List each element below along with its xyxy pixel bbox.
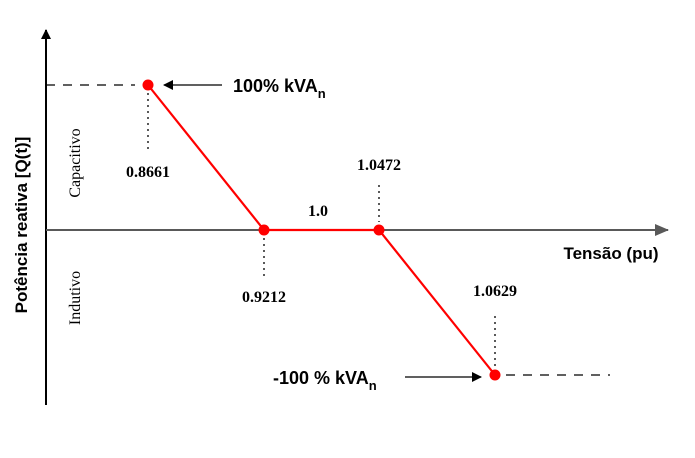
point-label-p2: 0.9212 (242, 289, 286, 306)
annotation-top: 100% kVAn (233, 76, 326, 101)
annotation-bottom-sub: n (369, 378, 377, 393)
y-axis-label: Potência reativa [Q(t)] (12, 137, 31, 314)
annotation-bottom: -100 % kVAn (273, 368, 377, 393)
annotation-top-sub: n (318, 86, 326, 101)
region-label-inductive: Indutivo (67, 271, 84, 325)
point-label-p3: 1.0472 (357, 157, 401, 174)
data-point-3 (373, 224, 385, 236)
data-point-1 (142, 79, 154, 91)
point-label-p1: 0.8661 (126, 164, 170, 181)
data-point-4 (489, 369, 501, 381)
annotation-bottom-main: -100 % kVA (273, 368, 369, 388)
region-label-capacitive: Capacitivo (67, 128, 84, 197)
x-axis-label: Tensão (pu) (563, 244, 658, 263)
segment-label: 1.0 (308, 203, 328, 220)
point-label-p4: 1.0629 (473, 283, 517, 300)
data-point-2 (258, 224, 270, 236)
series-line (147, 84, 496, 376)
annotation-top-main: 100% kVA (233, 76, 318, 96)
